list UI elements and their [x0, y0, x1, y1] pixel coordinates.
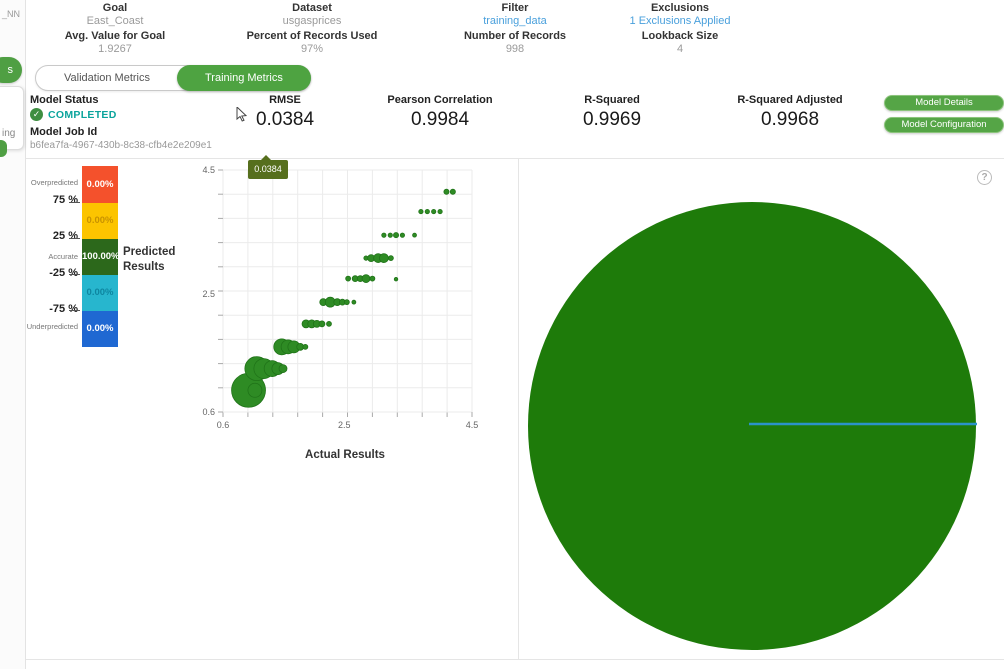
metric-r-squared-adj: R-Squared Adjusted 0.9968 — [710, 94, 870, 131]
x-axis-title: Actual Results — [305, 449, 385, 461]
header-col-exclusions: Exclusions 1 Exclusions Applied Lookback… — [580, 2, 780, 58]
pearson-label: Pearson Correlation — [387, 94, 493, 106]
model-status-label: Model Status — [30, 94, 99, 106]
pie-slice-accurate — [528, 202, 976, 650]
predicted-vs-actual-scatter-chart[interactable]: 0.6 2.5 4.5 0.6 2.5 4.5 — [196, 158, 496, 448]
filter-label: Filter — [501, 2, 529, 14]
legend-label-25: 25 % — [52, 230, 78, 242]
legend-tick-75 — [69, 202, 80, 203]
partial-left-card — [0, 86, 24, 150]
lookback-label: Lookback Size — [641, 30, 719, 42]
legend-box-75-to-25-: 0.00% — [82, 203, 118, 239]
legend-tick-n25 — [69, 274, 80, 275]
legend-label-75: 75 % — [52, 194, 78, 206]
chart-tooltip: 0.0384 — [248, 155, 288, 179]
mouse-cursor-icon — [236, 107, 248, 122]
legend-box--25-to-75-: 0.00% — [82, 275, 118, 311]
pct-records-value: 97% — [300, 43, 324, 55]
tab-training-metrics[interactable]: Training Metrics — [177, 65, 311, 91]
svg-text:4.5: 4.5 — [202, 165, 215, 175]
filter-link[interactable]: training_data — [483, 15, 547, 27]
exclusions-label: Exclusions — [650, 2, 710, 14]
header-col-goal: Goal East_Coast Avg. Value for Goal 1.92… — [15, 2, 215, 58]
r-squared-label: R-Squared — [584, 94, 640, 106]
metric-rmse: RMSE 0.0384 — [225, 94, 345, 131]
divider-middle — [518, 158, 519, 659]
divider-top — [26, 158, 1004, 159]
accuracy-pie-chart[interactable] — [520, 158, 1004, 659]
svg-text:0.6: 0.6 — [202, 407, 215, 417]
dataset-label: Dataset — [292, 2, 332, 14]
goal-label: Goal — [102, 2, 128, 14]
legend-label-n25: -25 % — [49, 267, 78, 279]
header-col-dataset: Dataset usgasprices Percent of Records U… — [212, 2, 412, 58]
svg-text:0.6: 0.6 — [217, 420, 230, 430]
legend-tick-25 — [69, 238, 80, 239]
legend-label-accurate: Accurate — [48, 252, 78, 261]
metrics-tab-group: Validation Metrics Training Metrics — [35, 65, 311, 91]
model-details-button[interactable]: Model Details — [884, 95, 1004, 111]
svg-text:2.5: 2.5 — [338, 420, 351, 430]
partial-left-card-text: ing — [2, 128, 16, 139]
lookback-value: 4 — [676, 43, 684, 55]
legend-label-n75: -75 % — [49, 303, 78, 315]
legend-tick-n75 — [69, 310, 80, 311]
predicted-results-title: Predicted Results — [123, 245, 187, 275]
tab-validation-metrics[interactable]: Validation Metrics — [64, 72, 150, 84]
partial-left-sliver — [0, 140, 7, 157]
header-col-filter: Filter training_data Number of Records 9… — [415, 2, 615, 58]
avg-value-label: Avg. Value for Goal — [64, 30, 166, 42]
r-squared-adj-value: 0.9968 — [760, 109, 820, 130]
model-configuration-button[interactable]: Model Configuration — [884, 117, 1004, 133]
pearson-value: 0.9984 — [410, 109, 470, 130]
metric-pearson: Pearson Correlation 0.9984 — [360, 94, 520, 131]
divider-bottom — [26, 659, 1004, 660]
num-records-value: 998 — [505, 43, 525, 55]
dataset-value: usgasprices — [282, 15, 342, 27]
help-icon[interactable]: ? — [977, 170, 992, 185]
r-squared-value: 0.9969 — [582, 109, 642, 130]
svg-text:4.5: 4.5 — [466, 420, 479, 430]
metric-r-squared: R-Squared 0.9969 — [532, 94, 692, 131]
model-job-id-value: b6fea7fa-4967-430b-8c38-cfb4e2e209e1 — [30, 140, 212, 151]
legend-box-underpredicted: 0.00% — [82, 311, 118, 347]
pct-records-label: Percent of Records Used — [246, 30, 378, 42]
legend-box-accurate: 100.00% — [82, 239, 120, 275]
model-job-id-label: Model Job Id — [30, 126, 98, 138]
legend-label-underpredicted: Underpredicted — [26, 322, 78, 331]
r-squared-adj-label: R-Squared Adjusted — [737, 94, 843, 106]
predicted-results-title-line1: Predicted — [123, 246, 176, 258]
check-circle-icon: ✓ — [30, 108, 43, 121]
avg-value: 1.9267 — [98, 43, 132, 55]
exclusions-link[interactable]: 1 Exclusions Applied — [629, 15, 731, 27]
legend-box-overpredicted: 0.00% — [82, 166, 118, 203]
partial-model-name: _NN — [2, 9, 21, 19]
model-status-row: ✓ COMPLETED — [30, 108, 117, 121]
goal-value: East_Coast — [86, 15, 144, 27]
predicted-results-title-line2: Results — [123, 260, 165, 273]
rmse-value: 0.0384 — [255, 109, 315, 130]
rmse-label: RMSE — [269, 94, 301, 106]
legend-label-overpredicted: Overpredicted — [30, 178, 78, 187]
num-records-label: Number of Records — [463, 30, 567, 42]
svg-text:2.5: 2.5 — [202, 289, 215, 299]
partial-left-tab[interactable]: s — [0, 57, 22, 83]
model-status-value: COMPLETED — [48, 108, 117, 121]
